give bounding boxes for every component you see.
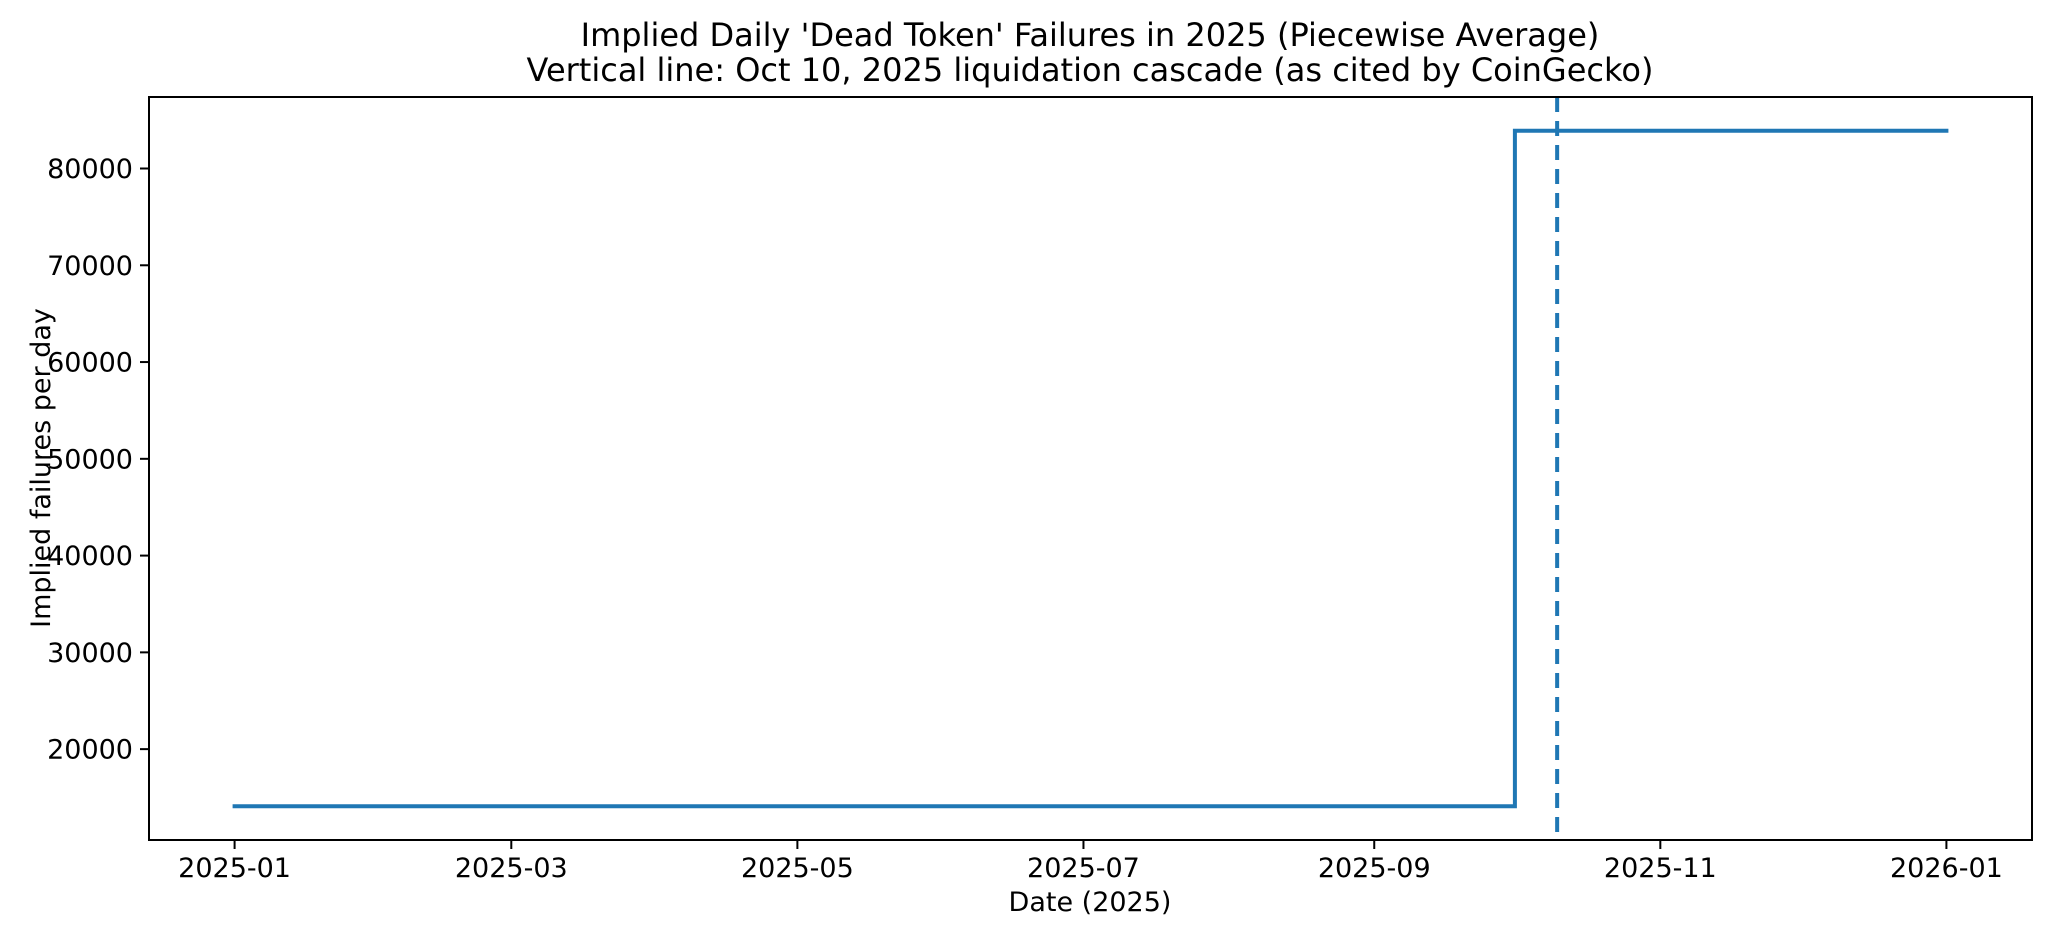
y-tick-label: 80000	[47, 154, 133, 185]
x-tick-label: 2025-01	[178, 853, 291, 884]
plot-border	[148, 96, 2033, 841]
series-line	[232, 128, 1949, 809]
x-tick-label: 2025-05	[741, 853, 854, 884]
x-tick-label: 2025-11	[1604, 853, 1717, 884]
y-tick-label: 40000	[47, 541, 133, 572]
y-tick-label: 50000	[47, 444, 133, 475]
x-tick-label: 2025-07	[1027, 853, 1140, 884]
x-tick-label: 2026-01	[1890, 853, 2003, 884]
y-axis-label: Implied failures per day	[26, 308, 57, 628]
x-tick-label: 2025-03	[455, 853, 568, 884]
chart-title: Implied Daily 'Dead Token' Failures in 2…	[581, 16, 1600, 54]
y-tick-label: 20000	[47, 735, 133, 766]
y-tick-label: 70000	[47, 251, 133, 282]
y-tick-label: 30000	[47, 638, 133, 669]
x-tick-label: 2025-09	[1318, 853, 1431, 884]
y-tick-label: 60000	[47, 348, 133, 379]
chart-subtitle: Vertical line: Oct 10, 2025 liquidation …	[527, 51, 1654, 89]
x-axis-label: Date (2025)	[1009, 887, 1172, 918]
